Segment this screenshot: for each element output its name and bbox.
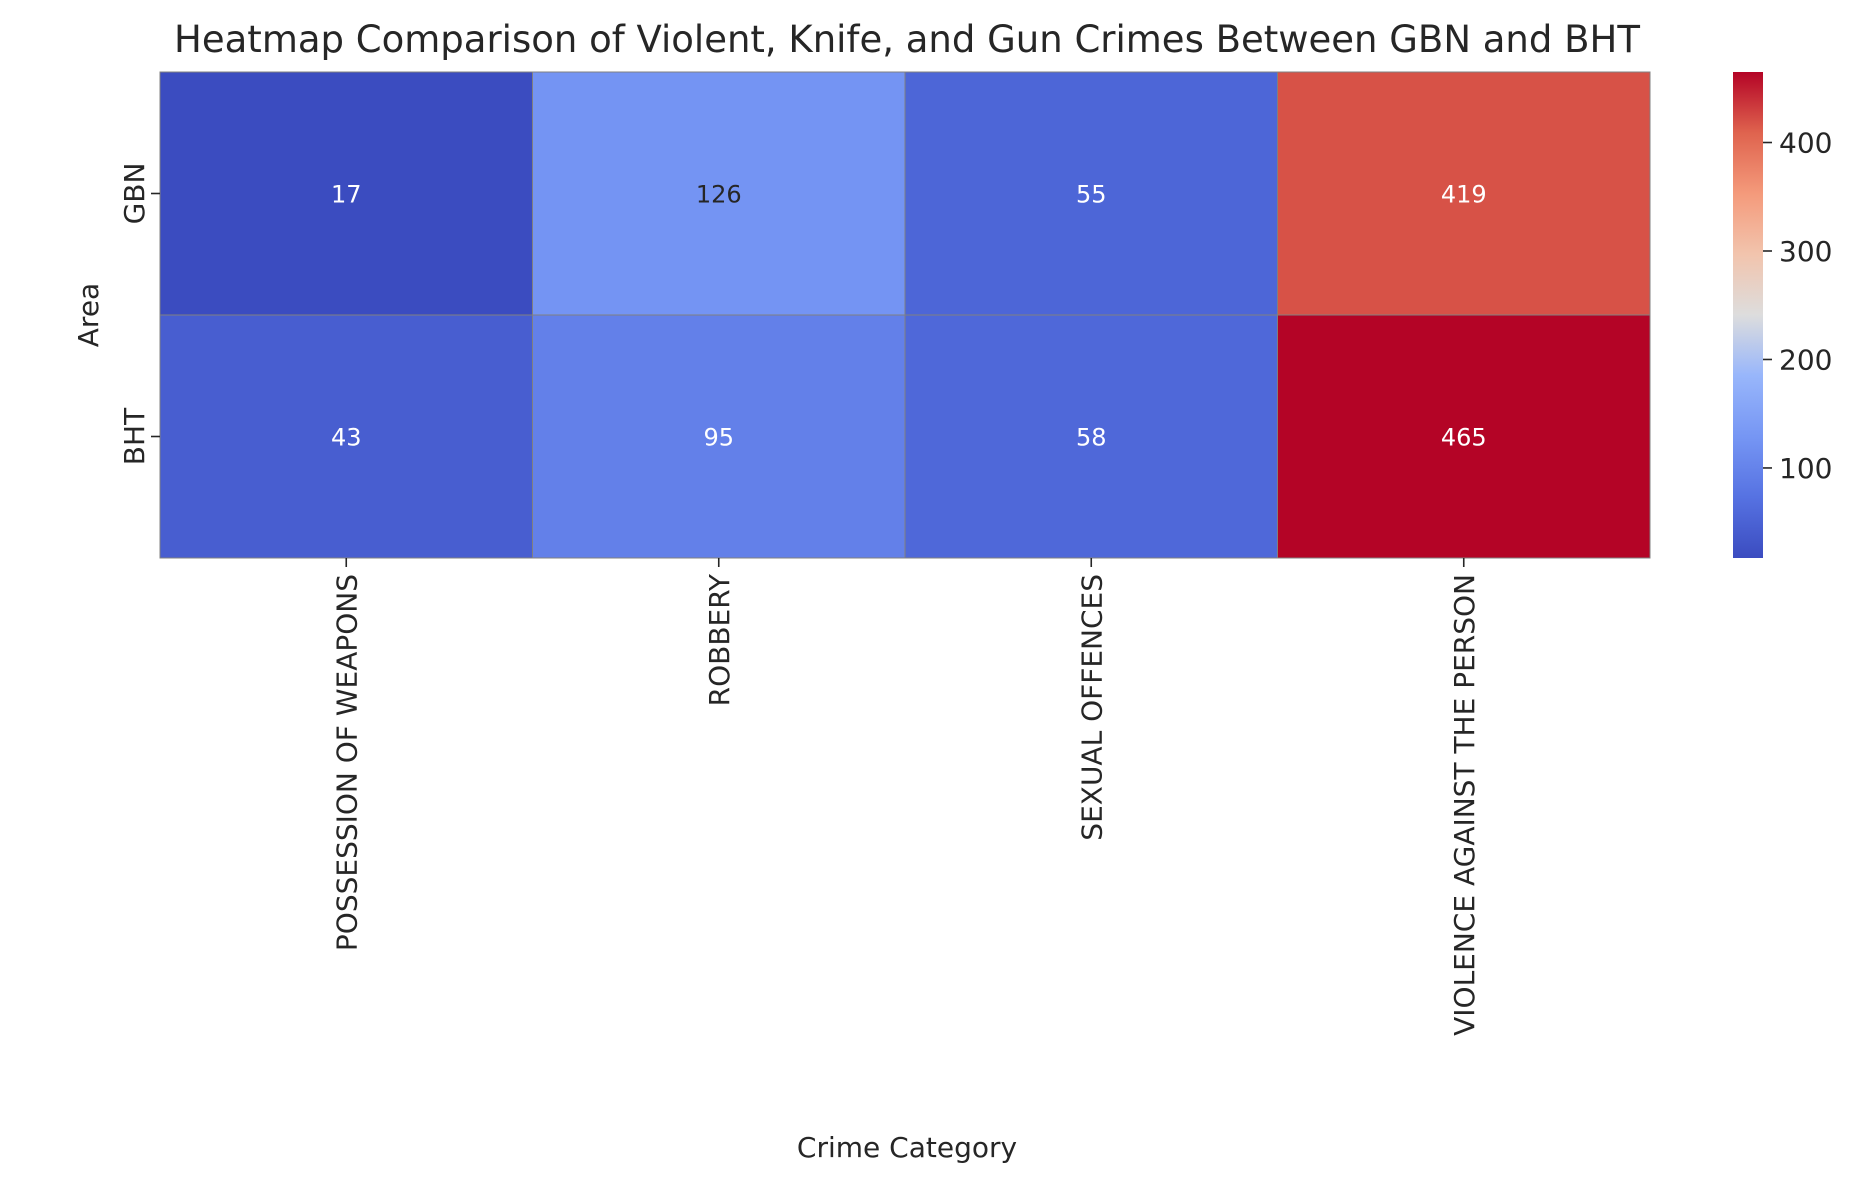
colorbar-tick-label: 200 [1779, 343, 1832, 376]
y-axis-label: Area [72, 283, 105, 347]
cell-value-label: 419 [1441, 181, 1487, 209]
cell-value-label: 17 [331, 181, 362, 209]
heatmap-cell [532, 71, 906, 316]
cell-value-label: 43 [331, 424, 362, 452]
y-tick-label: BHT [118, 407, 151, 465]
x-tick-label: VIOLENCE AGAINST THE PERSON [1448, 574, 1481, 1036]
x-tick-label: ROBBERY [703, 573, 736, 706]
y-axis-ticks: GBN BHT [118, 163, 160, 465]
x-tick-label: POSSESSION OF WEAPONS [330, 574, 363, 951]
heatmap-cell [159, 314, 533, 559]
cell-value-label: 465 [1441, 424, 1487, 452]
cell-value-label: 95 [703, 424, 734, 452]
x-axis-ticks: POSSESSION OF WEAPONS ROBBERY SEXUAL OFFEN… [330, 558, 1481, 1036]
x-axis-label: Crime Category [797, 1131, 1017, 1164]
heatmap-cell [1277, 71, 1651, 316]
colorbar-tick-label: 100 [1779, 452, 1832, 485]
chart-title: Heatmap Comparison of Violent, Knife, an… [174, 18, 1640, 61]
heatmap-cell [1277, 314, 1651, 559]
colorbar-tick-label: 300 [1779, 235, 1832, 268]
colorbar-ticks: 100 200 300 400 [1763, 127, 1832, 485]
heatmap-cell [159, 71, 533, 316]
heatmap-cells [159, 71, 1651, 559]
colorbar-tick-label: 400 [1779, 127, 1832, 160]
heatmap-cell [532, 314, 906, 559]
colorbar: 100 200 300 400 [1733, 72, 1832, 558]
cell-value-label: 55 [1076, 181, 1107, 209]
heatmap-cell [904, 71, 1278, 316]
heatmap-cell [904, 314, 1278, 559]
cell-value-label: 58 [1076, 424, 1107, 452]
x-tick-label: SEXUAL OFFENCES [1075, 574, 1108, 841]
heatmap-cell-labels: 17 126 55 419 43 95 58 465 [331, 181, 1487, 452]
cell-value-label: 126 [696, 181, 742, 209]
colorbar-gradient [1733, 72, 1763, 558]
y-tick-label: GBN [118, 163, 151, 225]
